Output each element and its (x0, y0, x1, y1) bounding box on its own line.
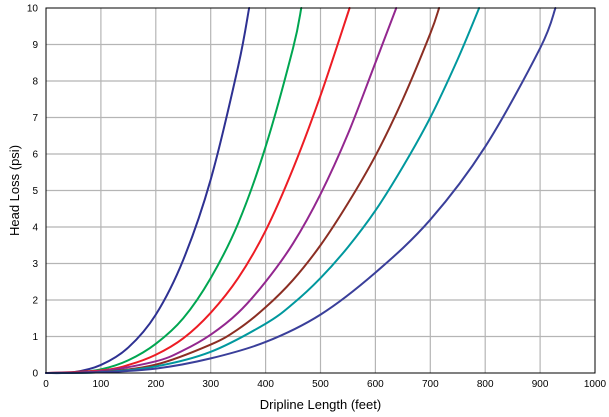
y-tick-label: 1 (32, 332, 38, 343)
y-tick-label: 3 (32, 259, 38, 270)
x-tick-label: 800 (477, 379, 494, 390)
tick-labels: 0 100 200 300 400 500 600 700 800 900 1000 0 1 2 3 4 5 6 7… (27, 4, 607, 391)
x-tick-label: 900 (532, 379, 549, 390)
y-tick-label: 2 (32, 296, 38, 307)
x-tick-label: 200 (147, 379, 164, 390)
x-tick-label: 500 (312, 379, 329, 390)
y-axis-title: Head Loss (psi) (7, 145, 22, 236)
y-tick-label: 5 (32, 186, 38, 197)
series-line-5 (45, 7, 441, 374)
y-tick-label: 6 (32, 150, 38, 161)
y-tick-label: 9 (32, 40, 38, 51)
x-tick-label: 0 (43, 379, 49, 390)
y-tick-label: 10 (27, 4, 39, 15)
series-lines (45, 7, 557, 375)
series-line-4 (45, 7, 398, 374)
series-line-1 (45, 7, 251, 375)
grid (46, 8, 595, 373)
x-axis-title: Dripline Length (feet) (260, 397, 381, 412)
plot-frame (45, 7, 596, 374)
x-tick-label: 1000 (584, 379, 607, 390)
x-tick-label: 100 (93, 379, 110, 390)
x-tick-label: 300 (202, 379, 219, 390)
series-line-3 (45, 7, 351, 374)
x-tick-label: 600 (367, 379, 384, 390)
x-tick-label: 700 (422, 379, 439, 390)
x-tick-label: 400 (257, 379, 274, 390)
y-tick-label: 8 (32, 77, 38, 88)
y-tick-label: 7 (32, 113, 38, 124)
series-line-6 (45, 7, 481, 375)
y-tick-label: 4 (32, 223, 38, 234)
series-line-7 (45, 7, 557, 374)
y-tick-label: 0 (32, 369, 38, 380)
